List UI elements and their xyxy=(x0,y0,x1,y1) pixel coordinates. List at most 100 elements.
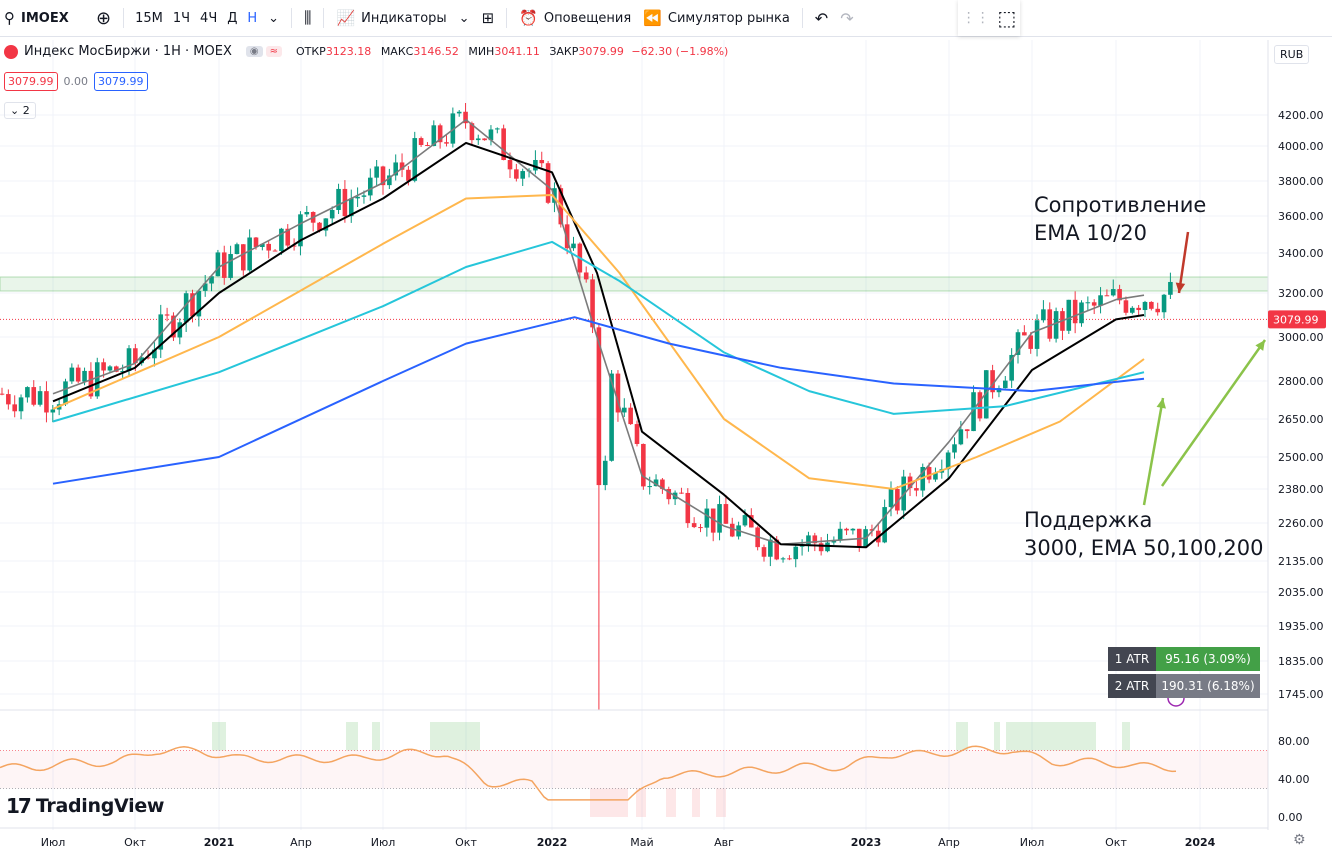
timeframe-day[interactable]: Д xyxy=(227,10,238,26)
candle-body xyxy=(583,272,589,280)
candle-body xyxy=(495,128,500,130)
replay-button[interactable]: ⏪ Симулятор рынка xyxy=(637,0,796,36)
arrow-shaft xyxy=(1142,397,1165,506)
candle-body xyxy=(1066,299,1072,331)
candle xyxy=(1168,272,1173,300)
candle-body xyxy=(482,138,487,141)
candle xyxy=(679,487,684,494)
redo-button[interactable]: ↷ xyxy=(834,0,859,36)
candle-body xyxy=(812,535,818,544)
candle xyxy=(710,508,716,542)
eye-icon[interactable]: ◉ xyxy=(245,46,263,57)
candle-body xyxy=(285,228,291,246)
alerts-button[interactable]: ⏰ Оповещения xyxy=(513,0,637,36)
close-label: ЗАКР xyxy=(549,45,579,58)
candle-body xyxy=(368,177,373,196)
ema-line-10 xyxy=(52,118,1145,546)
candle-body xyxy=(501,128,506,161)
candle-body xyxy=(780,558,786,560)
rsi-tick-label: 80.00 xyxy=(1278,735,1310,748)
candle xyxy=(310,211,316,232)
buy-price[interactable]: 3079.99 xyxy=(94,72,148,91)
candle xyxy=(18,394,24,420)
ema-line-50 xyxy=(52,194,1145,490)
candle-body xyxy=(221,252,227,278)
timeframe-dropdown[interactable]: ⌄ xyxy=(262,0,285,36)
timeframe-4h[interactable]: 4Ч xyxy=(200,10,218,26)
candle-body xyxy=(94,362,100,397)
candle-body xyxy=(171,315,176,338)
currency-button[interactable]: RUB xyxy=(1274,45,1310,64)
candle-body xyxy=(520,171,525,179)
low-value: 3041.11 xyxy=(494,45,540,58)
candle-body xyxy=(183,293,189,323)
compare-button[interactable]: ⊕ xyxy=(90,0,117,36)
top-toolbar: ⚲ IMOEX ⊕ 15M 1Ч 4Ч Д Н ⌄ ⫼ 📈 Индикаторы ⌄ … xyxy=(0,0,1332,37)
candle-body xyxy=(729,523,735,537)
moex-logo-icon xyxy=(4,44,18,59)
timeframe-week[interactable]: Н xyxy=(247,10,258,26)
candle xyxy=(583,266,589,283)
rsi-overbought-fill xyxy=(430,722,480,751)
candle-body xyxy=(241,244,246,271)
spread-value: 0.00 xyxy=(63,75,89,88)
close-value: 3079.99 xyxy=(578,45,624,58)
last-price-badge-bg xyxy=(1268,310,1326,329)
candle xyxy=(571,236,576,251)
rsi-oversold-fill xyxy=(692,788,700,817)
rsi-oversold-fill xyxy=(636,788,646,817)
symbol-search-button[interactable]: ⚲ IMOEX xyxy=(0,0,90,36)
atr-label: 1 ATR xyxy=(1108,647,1156,671)
time-tick-label: Июл xyxy=(41,836,66,849)
candle xyxy=(1091,299,1097,315)
candle-body xyxy=(1022,332,1027,336)
rsi-oversold-fill xyxy=(666,788,676,817)
timeframe-1h[interactable]: 1Ч xyxy=(172,10,191,26)
candle xyxy=(615,370,621,422)
indicators-button[interactable]: 📈 Индикаторы ⌄ xyxy=(330,0,475,36)
indicators-collapse-button[interactable]: ⌄ 2 xyxy=(4,102,36,119)
candle-body xyxy=(1117,289,1122,301)
templates-button[interactable]: ⊞ xyxy=(476,0,501,36)
candle-body xyxy=(1003,380,1008,389)
chart-type-button[interactable]: ⫼ xyxy=(298,0,317,36)
undo-button[interactable]: ↶ xyxy=(809,0,834,36)
candle xyxy=(171,312,176,342)
candle-body xyxy=(958,429,964,445)
candle xyxy=(507,152,513,178)
arrow-head xyxy=(1175,282,1186,293)
candle-body xyxy=(641,443,646,487)
candle-body xyxy=(361,195,367,197)
candle xyxy=(660,477,665,494)
plus-circle-icon: ⊕ xyxy=(96,7,112,29)
drag-handle-icon[interactable]: ⋮⋮ xyxy=(961,10,990,26)
candle xyxy=(850,528,856,535)
indicators-icon: 📈 xyxy=(336,9,356,27)
symbol-legend: Индекс МосБиржи · 1Н · MOEX ◉ ≈ ОТКР3123… xyxy=(4,44,734,59)
candle-body xyxy=(914,488,919,491)
candle-body xyxy=(1034,320,1040,349)
candle-body xyxy=(1168,281,1173,295)
wave-icon[interactable]: ≈ xyxy=(265,46,282,57)
sell-price[interactable]: 3079.99 xyxy=(4,72,58,91)
price-tick-label: 2800.00 xyxy=(1278,375,1324,388)
candle-body xyxy=(215,252,221,277)
candle xyxy=(380,165,386,195)
candle-body xyxy=(1047,309,1053,339)
candle-body xyxy=(895,488,900,511)
timeframe-15m[interactable]: 15M xyxy=(135,10,163,26)
candle xyxy=(152,342,157,367)
price-tick-label: 4200.00 xyxy=(1278,109,1324,122)
tradingview-logo[interactable]: 𝟭𝟳 TradingView xyxy=(6,794,164,818)
candle-body xyxy=(717,504,722,533)
time-tick-label: 2021 xyxy=(204,836,235,849)
settings-gear-icon[interactable]: ⚙ xyxy=(1293,832,1306,848)
candle xyxy=(12,395,17,418)
rectangle-tool-icon[interactable]: ⬚ xyxy=(997,6,1017,30)
candle-body xyxy=(247,237,252,271)
candle xyxy=(355,187,360,207)
price-tick-label: 2035.00 xyxy=(1278,586,1324,599)
arrow-shaft xyxy=(1177,231,1190,294)
candle-body xyxy=(1009,354,1014,381)
